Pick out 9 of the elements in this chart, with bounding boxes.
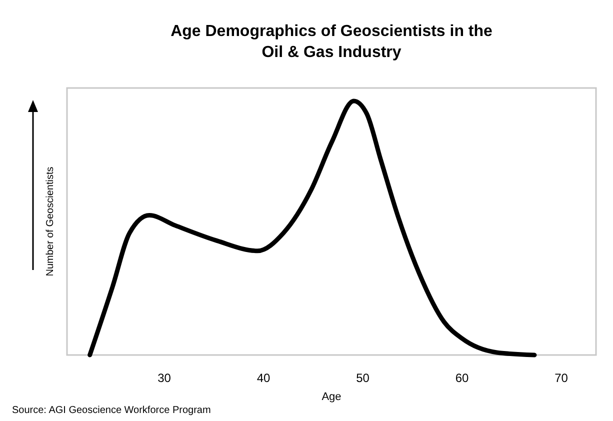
x-tick-label: 50 <box>356 371 370 385</box>
x-axis-title: Age <box>322 391 342 403</box>
y-axis-title: Number of Geoscientists <box>45 166 56 276</box>
x-tick-label: 30 <box>158 371 172 385</box>
x-tick-label: 70 <box>554 371 568 385</box>
x-tick-label: 60 <box>455 371 470 385</box>
x-tick-label: 40 <box>256 371 271 385</box>
chart-title: Age Demographics of Geoscientists in the Oil & Gas Industry <box>170 23 493 61</box>
source-note: Source: AGI Geoscience Workforce Program <box>12 405 211 416</box>
